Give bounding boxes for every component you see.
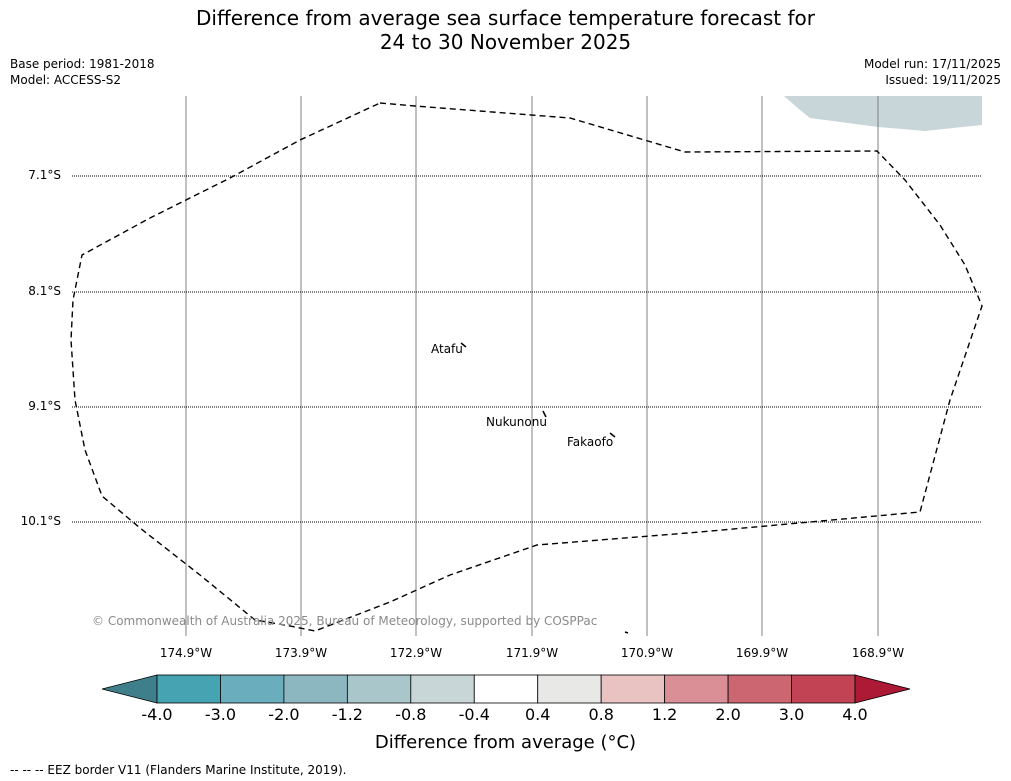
lon-label-7: 168.9°W <box>851 646 905 660</box>
colorbar-tick-label: -1.2 <box>331 705 363 724</box>
colorbar-tick-label: 3.0 <box>778 705 805 724</box>
colorbar-tick-label: -0.8 <box>395 705 427 724</box>
lon-label-1: 174.9°W <box>159 646 213 660</box>
latitude-gridlines <box>72 175 982 523</box>
lon-label-3: 172.9°W <box>389 646 443 660</box>
lon-label-6: 169.9°W <box>735 646 789 660</box>
nukunonu-icon <box>542 410 547 418</box>
lat-label-4: 10.1°S <box>20 514 61 528</box>
colorbar-tick-label: 4.0 <box>842 705 868 724</box>
colorbar-segment <box>791 674 856 704</box>
lon-label-4: 171.9°W <box>505 646 559 660</box>
colorbar-segment <box>220 674 285 704</box>
lat-label-2: 8.1°S <box>28 284 61 298</box>
colorbar-segment <box>410 674 475 704</box>
colorbar <box>101 674 911 704</box>
issued-date: Issued: 19/11/2025 <box>885 73 1001 87</box>
colorbar-segment <box>283 674 348 704</box>
land-area <box>784 96 982 131</box>
colorbar-extend-low <box>101 674 158 704</box>
colorbar-tick-label: 1.2 <box>651 705 678 724</box>
longitude-gridlines <box>185 96 879 636</box>
colorbar-segment <box>473 674 539 704</box>
model-name: Model: ACCESS-S2 <box>10 73 122 87</box>
model-run: Model run: 17/11/2025 <box>863 57 1001 71</box>
colorbar-extend-high <box>854 674 911 704</box>
colorbar-segment <box>727 674 792 704</box>
lat-label-1: 7.1°S <box>28 168 61 182</box>
colorbar-segment <box>346 674 412 704</box>
colorbar-tick-label: -2.0 <box>268 705 300 724</box>
title-line-1: Difference from average sea surface temp… <box>195 6 815 30</box>
title-line-2: 24 to 30 November 2025 <box>379 30 632 54</box>
colorbar-tick-label: 0.4 <box>524 705 551 724</box>
colorbar-tick-label: 0.8 <box>588 705 614 724</box>
copyright-notice: © Commonwealth of Australia 2025, Bureau… <box>92 614 598 628</box>
colorbar-label: Difference from average (°C) <box>374 732 637 753</box>
eez-border <box>70 102 983 632</box>
meta-left: Base period: 1981-2018 Model: ACCESS-S2 <box>10 56 155 88</box>
lat-label-3: 9.1°S <box>28 399 61 413</box>
colorbar-tick-label: -3.0 <box>204 705 237 724</box>
colorbar-segment <box>600 674 666 704</box>
fakaofo-icon <box>609 432 616 438</box>
colorbar-tick-label: -4.0 <box>141 705 173 724</box>
small-island-icon <box>624 631 629 634</box>
lon-label-5: 170.9°W <box>620 646 674 660</box>
island-label-atafu: Atafu <box>431 342 463 356</box>
eez-legend: -- -- -- EEZ border V11 (Flanders Marine… <box>10 763 347 777</box>
colorbar-tick-label: -0.4 <box>458 705 490 724</box>
island-label-nukunonu: Nukunonu <box>486 415 547 429</box>
colorbar-tick-label: 2.0 <box>715 705 741 724</box>
lon-label-2: 173.9°W <box>274 646 328 660</box>
colorbar-segment <box>537 674 602 704</box>
colorbar-segment <box>664 674 729 704</box>
atafu-icon <box>460 342 467 348</box>
colorbar-segment <box>156 674 221 704</box>
island-label-fakaofo: Fakaofo <box>567 435 614 449</box>
map-title: Difference from average sea surface temp… <box>0 6 1011 54</box>
base-period: Base period: 1981-2018 <box>10 57 155 71</box>
meta-right: Model run: 17/11/2025 Issued: 19/11/2025 <box>864 56 1001 88</box>
